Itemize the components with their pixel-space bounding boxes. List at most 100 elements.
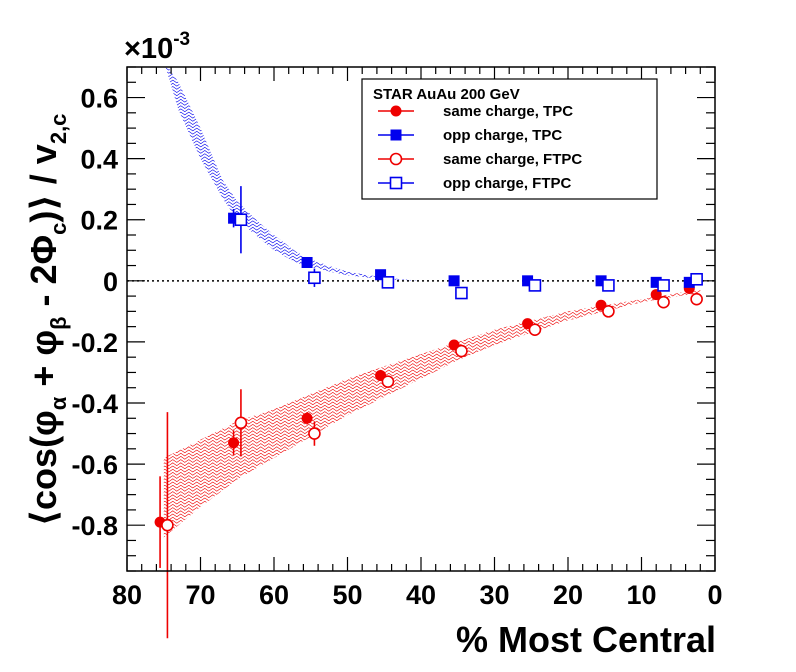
band-hatch-line [163, 462, 701, 466]
band-hatch-line [163, 504, 701, 508]
marker-open-square [690, 272, 703, 286]
x-tick-label: 20 [553, 580, 583, 610]
band-hatch-line [163, 337, 701, 342]
band-hatch-line [163, 268, 422, 273]
band-hatch-line [163, 324, 701, 329]
marker-filled-square [522, 275, 534, 287]
legend: STAR AuAu 200 GeV same charge, TPC opp ch… [361, 78, 658, 200]
band-hatch-line [159, 287, 707, 290]
band-hatch-line [163, 500, 701, 505]
band-hatch-line [163, 532, 701, 537]
marker-open-square [455, 286, 468, 300]
band-hatch-line [163, 249, 422, 253]
band-hatch-line [163, 318, 701, 322]
legend-label: same charge, TPC [443, 103, 573, 120]
y-tick-label: -0.8 [71, 511, 118, 541]
band-hatch-line [163, 308, 701, 313]
marker-open-circle [161, 518, 174, 532]
band-hatch-line [163, 366, 701, 370]
y-tick-label: -0.2 [71, 328, 118, 358]
band-hatch-line [163, 488, 701, 492]
band-hatch-line [163, 290, 701, 294]
band-hatch-line [163, 369, 701, 374]
x-tick-label: 70 [185, 580, 215, 610]
band-hatch-line [163, 516, 701, 521]
legend-label: opp charge, TPC [443, 127, 562, 144]
y-tick-label: 0 [103, 267, 118, 297]
legend-box [361, 78, 658, 200]
band-hatch-line [163, 353, 701, 358]
marker-filled-square [375, 269, 387, 281]
marker-filled-square [301, 256, 313, 268]
marker-filled-square [448, 275, 460, 287]
marker-open-circle [602, 305, 615, 318]
band-hatch-line [163, 372, 701, 377]
band-hatch-line [163, 331, 701, 335]
marker-open-square [657, 279, 670, 292]
series-2 [161, 292, 703, 639]
band-hatch-line [163, 223, 422, 228]
band-hatch-line [163, 292, 701, 297]
marker-open-circle [657, 295, 670, 309]
y-multiplier: ×10-3 [124, 29, 190, 65]
band-hatch-line [163, 328, 701, 332]
marker-open-square [381, 276, 395, 289]
band-hatch-line [163, 478, 701, 482]
band-hatch-line [163, 523, 701, 527]
x-tick-label: 10 [626, 580, 656, 610]
band-hatch-line [163, 468, 701, 473]
y-tick-label: 0.2 [80, 206, 118, 236]
marker-filled-circle [228, 437, 240, 449]
band-hatch-line [163, 536, 701, 538]
series-3 [234, 186, 703, 300]
band-hatch-line [163, 201, 422, 205]
marker-open-circle [455, 344, 468, 358]
band-hatch-line [163, 520, 701, 524]
band-hatch-line [163, 315, 701, 319]
marker-open-circle [389, 152, 403, 166]
band-hatch-line [163, 526, 701, 530]
y-tick-label: 0.4 [80, 145, 118, 175]
band-hatch-line [163, 379, 701, 383]
band-hatch-line [163, 262, 422, 266]
marker-filled-square [595, 275, 607, 287]
band-hatch-line [163, 513, 701, 518]
band-hatch-line [163, 242, 422, 247]
marker-filled-square [650, 276, 662, 288]
band-hatch-line [163, 494, 701, 498]
band-hatch-line [163, 456, 701, 460]
marker-open-square [528, 279, 542, 292]
marker-open-circle [528, 323, 542, 336]
band-hatch-line [163, 491, 701, 495]
marker-open-square [602, 279, 615, 292]
marker-filled-square [228, 212, 240, 224]
y-tick-label: 0.6 [80, 84, 118, 114]
band-hatch-line [163, 236, 422, 241]
band-hatch-line [163, 484, 701, 489]
band-hatch-line [163, 214, 422, 218]
band-hatch-line [163, 210, 422, 215]
marker-filled-square [390, 129, 402, 141]
band-hatch-line [163, 217, 422, 221]
legend-label: opp charge, FTPC [443, 175, 572, 192]
x-tick-label: 60 [259, 580, 289, 610]
band-hatch-line [163, 204, 422, 209]
band-hatch-line [163, 246, 422, 250]
marker-open-square [389, 176, 403, 190]
marker-filled-circle [301, 412, 313, 424]
band-hatch-line [163, 230, 422, 234]
legend-label: same charge, FTPC [443, 151, 582, 168]
band-hatch-line [163, 226, 422, 231]
band-hatch-line [159, 540, 707, 543]
band-hatch-line [163, 376, 701, 380]
legend-title: STAR AuAu 200 GeV [373, 86, 520, 103]
series-1 [228, 209, 695, 288]
band-hatch-line [163, 255, 422, 260]
band-hatch-line [163, 340, 701, 345]
marker-open-square [234, 213, 248, 227]
marker-open-circle [234, 416, 248, 430]
band-hatch-line [163, 312, 701, 316]
band-hatch-line [159, 58, 427, 61]
band-hatch-line [163, 472, 701, 476]
x-tick-label: 0 [707, 580, 722, 610]
